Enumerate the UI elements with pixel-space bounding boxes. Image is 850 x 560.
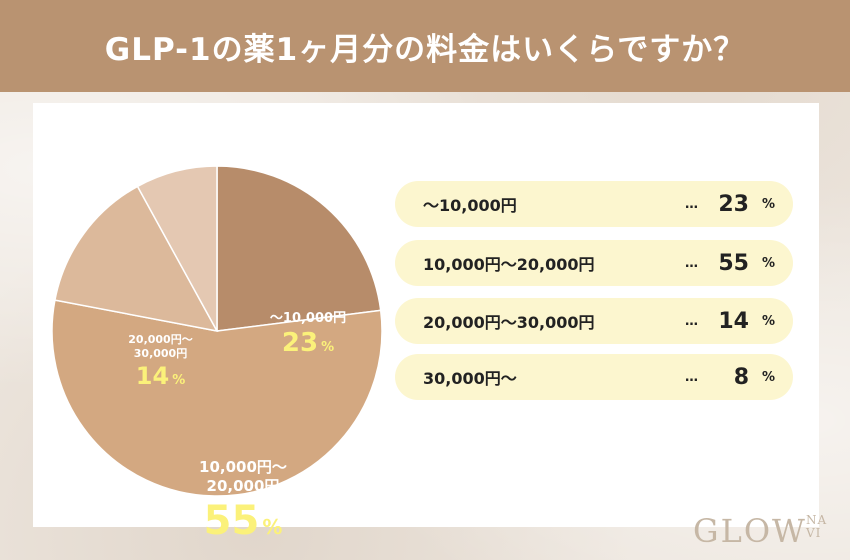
pie-label-unit: %: [172, 372, 186, 388]
pie-label-unit: %: [262, 514, 283, 539]
logo-sub-top: NA: [806, 513, 828, 527]
legend-row-value: 55: [718, 250, 749, 276]
pie-label-under-10000: 〜10,000円 23%: [258, 311, 358, 360]
pie-label-unit: %: [321, 340, 335, 356]
legend-row: 〜10,000円 … 23 %: [395, 181, 793, 227]
legend-row-label: 10,000円〜20,000円: [423, 255, 595, 274]
legend-row: 30,000円〜 … 8 %: [395, 354, 793, 400]
pie-label-percent: 23%: [258, 327, 358, 360]
legend-row-unit: %: [761, 313, 775, 329]
legend-row-dots: …: [685, 255, 698, 271]
pie-label-range: 10,000円〜 20,000円: [199, 458, 287, 495]
pie-label-range: 〜10,000円: [269, 311, 347, 326]
pie-slice-under-10000: [216, 165, 382, 332]
pie-chart: [51, 165, 383, 497]
legend-row-value: 23: [718, 191, 749, 217]
legend-row-label: 30,000円〜: [423, 369, 517, 388]
legend-row-unit: %: [761, 255, 775, 271]
legend-row-label: 20,000円〜30,000円: [423, 313, 595, 332]
legend-row-value: 14: [718, 308, 749, 334]
pie-slice-30000-plus: [136, 165, 218, 332]
pie-label-range: 20,000円〜 30,000円: [128, 333, 193, 360]
pie-label-20000-30000: 20,000円〜 30,000円 14%: [113, 333, 208, 391]
legend-row-unit: %: [761, 369, 775, 385]
glow-navi-logo: GLOW: [693, 512, 807, 550]
pie-label-10000-20000: 10,000円〜 20,000円 55%: [183, 458, 303, 546]
legend-row-label: 〜10,000円: [423, 196, 517, 215]
legend-row-dots: …: [685, 313, 698, 329]
pie-label-value: 14: [135, 361, 170, 390]
legend-row-unit: %: [761, 196, 775, 212]
pie-label-value: 55: [203, 497, 260, 544]
glow-navi-logo-sub: NA VI: [806, 513, 828, 541]
page-title: GLP-1の薬1ヶ月分の料金はいくらですか？: [104, 31, 746, 68]
pie-label-percent: 14%: [113, 361, 208, 391]
logo-sub-bottom: VI: [806, 526, 822, 541]
legend-row-value: 8: [733, 364, 749, 390]
header-bar: GLP-1の薬1ヶ月分の料金はいくらですか？: [0, 0, 850, 92]
legend-row: 20,000円〜30,000円 … 14 %: [395, 298, 793, 344]
legend-row-dots: …: [685, 369, 698, 385]
pie-slice-10000-20000: [51, 299, 383, 497]
legend-row-dots: …: [685, 196, 698, 212]
legend-row: 10,000円〜20,000円 … 55 %: [395, 240, 793, 286]
pie-label-percent: 55%: [183, 496, 303, 546]
pie-slice-20000-30000: [54, 185, 219, 333]
pie-label-value: 23: [281, 328, 319, 359]
